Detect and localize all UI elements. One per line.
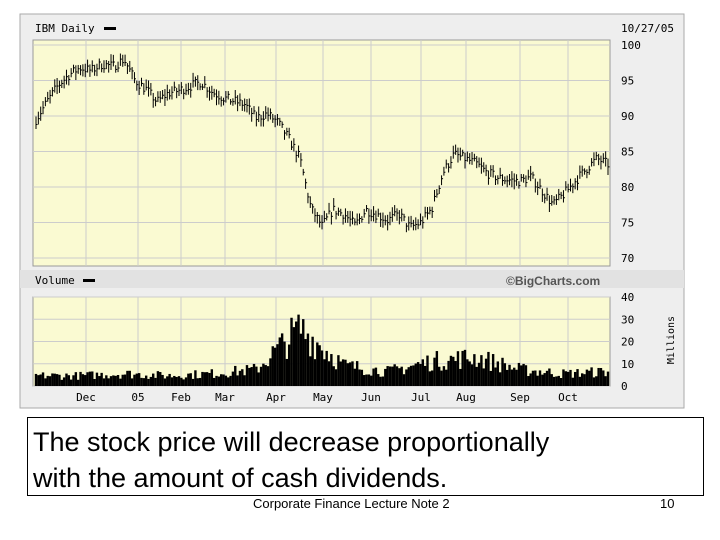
x-tick-label: Jun — [361, 391, 381, 404]
price-y-tick-label: 80 — [621, 181, 634, 194]
price-plot-area — [32, 39, 611, 267]
x-tick-label: Aug — [456, 391, 476, 404]
price-y-tick-label: 100 — [621, 39, 641, 52]
volume-y-axis: 40 30 20 10 0 — [621, 291, 634, 393]
x-axis: Dec 05 Feb Mar Apr May Jun Jul Aug Sep Oct — [76, 391, 578, 404]
volume-y-tick-label: 0 — [621, 380, 628, 393]
volume-series — [34, 314, 610, 386]
volume-header-band — [20, 270, 684, 288]
price-date-label: 10/27/05 — [621, 22, 674, 35]
volume-y-tick-label: 20 — [621, 336, 634, 349]
volume-y-tick-label: 30 — [621, 313, 634, 326]
volume-legend-swatch — [83, 279, 95, 282]
volume-y-tick-label: 10 — [621, 358, 634, 371]
x-tick-label: 05 — [131, 391, 144, 404]
watermark: ©BigCharts.com — [506, 274, 600, 288]
stock-chart: IBM Daily 10/27/05 100 95 90 85 80 75 70 Volum… — [19, 13, 685, 409]
price-grid — [33, 40, 610, 266]
x-tick-label: May — [313, 391, 333, 404]
x-tick-label: Jul — [411, 391, 431, 404]
price-y-axis: 100 95 90 85 80 75 70 — [621, 39, 641, 265]
price-y-tick-label: 70 — [621, 252, 634, 265]
price-y-tick-label: 90 — [621, 110, 634, 123]
x-tick-label: Dec — [76, 391, 96, 404]
x-tick-label: Oct — [558, 391, 578, 404]
page-number: 10 — [660, 496, 675, 511]
price-y-tick-label: 75 — [621, 217, 634, 230]
x-tick-label: Mar — [215, 391, 235, 404]
footer-text: Corporate Finance Lecture Note 2 — [253, 496, 450, 511]
caption-text: The stock price will decrease proportion… — [33, 427, 550, 493]
price-legend-swatch — [104, 27, 116, 30]
caption-box: The stock price will decrease proportion… — [27, 417, 704, 496]
price-y-tick-label: 85 — [621, 146, 634, 159]
volume-y-tick-label: 40 — [621, 291, 634, 304]
price-series — [35, 53, 610, 233]
volume-panel-label: Volume — [35, 274, 75, 287]
price-panel-label: IBM Daily — [35, 22, 95, 35]
price-y-tick-label: 95 — [621, 75, 634, 88]
x-tick-label: Apr — [266, 391, 286, 404]
volume-y-axis-title: Millions — [666, 316, 677, 364]
x-tick-label: Sep — [510, 391, 530, 404]
x-tick-label: Feb — [171, 391, 191, 404]
